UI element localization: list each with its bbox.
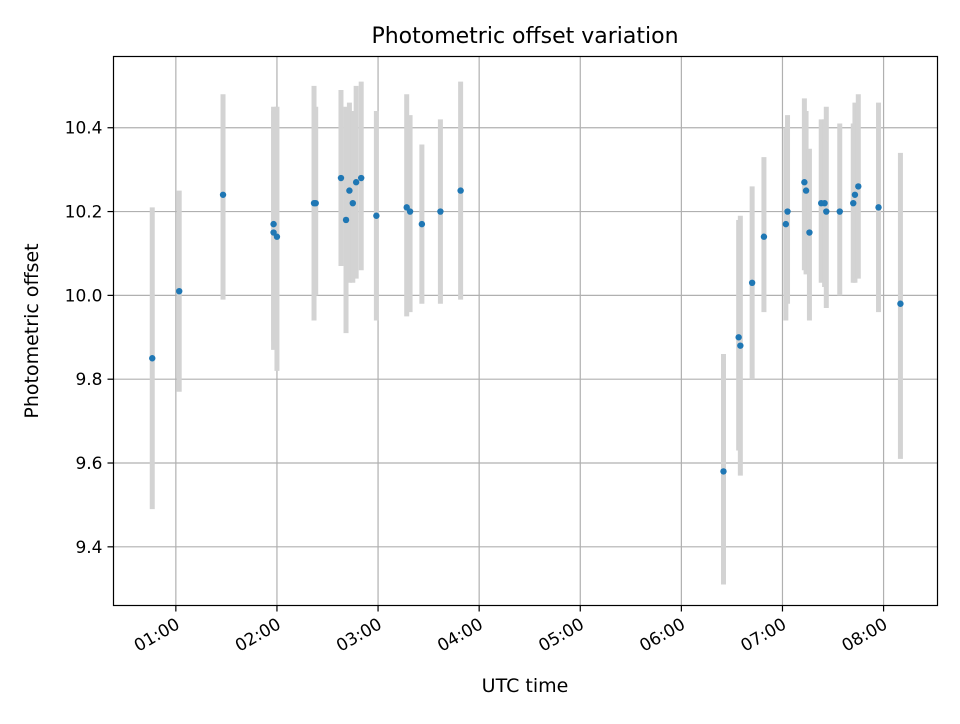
data-point [373,212,380,219]
data-point [352,179,360,186]
data-point [737,342,744,349]
data-points [149,174,904,475]
data-point [406,208,414,215]
data-point [801,179,808,186]
data-point [821,199,828,207]
y-tick-label: 10.2 [65,203,103,223]
data-point [823,208,830,215]
data-point [784,208,791,215]
data-point [437,208,444,215]
data-point [782,220,790,228]
data-point [850,199,857,207]
data-point [342,216,350,224]
data-point [875,204,882,211]
y-tick-label: 9.6 [75,454,102,474]
data-point [836,208,843,215]
data-point [457,187,464,194]
x-axis-label: UTC time [482,675,569,697]
data-point [312,199,319,207]
data-point [346,187,353,194]
y-tick-label: 10.4 [65,119,103,139]
chart-title: Photometric offset variation [371,24,678,49]
y-axis-label: Photometric offset [21,243,43,418]
data-point [358,174,365,182]
plot-frame [112,55,939,607]
data-point [273,233,281,240]
data-point [748,279,756,287]
data-point [760,233,768,240]
data-point [149,355,156,362]
data-point [219,191,227,198]
data-point [802,187,810,194]
y-tick-label: 9.8 [75,370,102,390]
data-point [897,300,904,307]
data-point [855,183,862,190]
data-point [418,220,426,228]
data-point [851,191,859,198]
data-point [349,199,356,207]
data-point [720,468,727,475]
y-tick-label: 10.0 [65,286,103,306]
data-point [806,229,813,236]
data-point [337,174,345,182]
data-point [270,220,277,228]
data-point [176,287,183,295]
y-tick-label: 9.4 [75,538,102,558]
grid-lines [113,56,938,606]
data-point [735,334,742,341]
